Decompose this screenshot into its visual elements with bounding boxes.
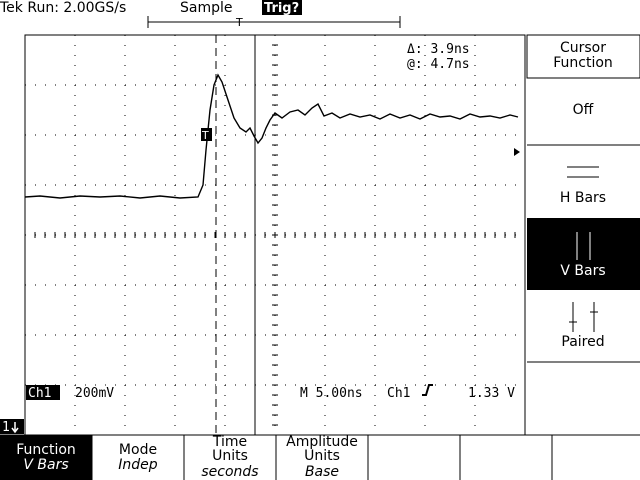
button-label[interactable]: Function (16, 442, 76, 458)
selected-item-bg[interactable] (527, 218, 640, 290)
side-item-selected[interactable]: V Bars (560, 263, 605, 279)
trigger-position-marker: T (235, 16, 243, 29)
record-bar (147, 16, 401, 28)
paired-icon (569, 302, 598, 332)
side-menu-title: Cursor Function (553, 40, 613, 71)
ref-arrow (11, 422, 19, 434)
button-value[interactable]: seconds (201, 464, 258, 480)
button-value[interactable]: V Bars (23, 457, 68, 473)
ref-box (0, 419, 24, 434)
side-item[interactable]: Paired (561, 334, 604, 350)
trigger-level: 1.33 V (468, 386, 515, 401)
side-item[interactable]: Off (573, 102, 594, 118)
button-value[interactable]: Base (305, 464, 339, 480)
button-label[interactable]: Mode (119, 442, 157, 458)
graticule (24, 34, 526, 436)
waveform (24, 73, 519, 199)
trigger-point-box (201, 128, 212, 141)
vbars-icon (576, 232, 591, 260)
timebase: M 5.00ns (300, 386, 363, 401)
trigger-level-arrow (514, 148, 520, 156)
trigger-source: Ch1 (387, 386, 410, 401)
channel-box (26, 385, 60, 400)
trigger-status: Trig? (264, 1, 299, 16)
channel-ref-marker: 1 (2, 420, 10, 435)
side-title-box (526, 34, 640, 79)
trigger-box (262, 0, 302, 15)
side-item[interactable]: H Bars (560, 190, 606, 206)
at-readout: @: 4.7ns (407, 57, 470, 72)
vertical-scale: 200mV (75, 386, 114, 401)
delta-readout: Δ: 3.9ns (407, 42, 470, 57)
hbars-icon (567, 166, 599, 178)
header-title: Tek Run: 2.00GS/s (0, 0, 126, 16)
trigger-slope (422, 384, 433, 396)
selected-button-bg[interactable] (0, 435, 92, 480)
acquisition-mode: Sample (180, 0, 233, 16)
button-value[interactable]: Indep (118, 457, 158, 473)
trigger-point-marker: T (201, 129, 209, 142)
button-label[interactable]: Time Units (212, 434, 248, 464)
button-label[interactable]: Amplitude Units (286, 434, 358, 464)
channel: Ch1 (28, 386, 51, 401)
